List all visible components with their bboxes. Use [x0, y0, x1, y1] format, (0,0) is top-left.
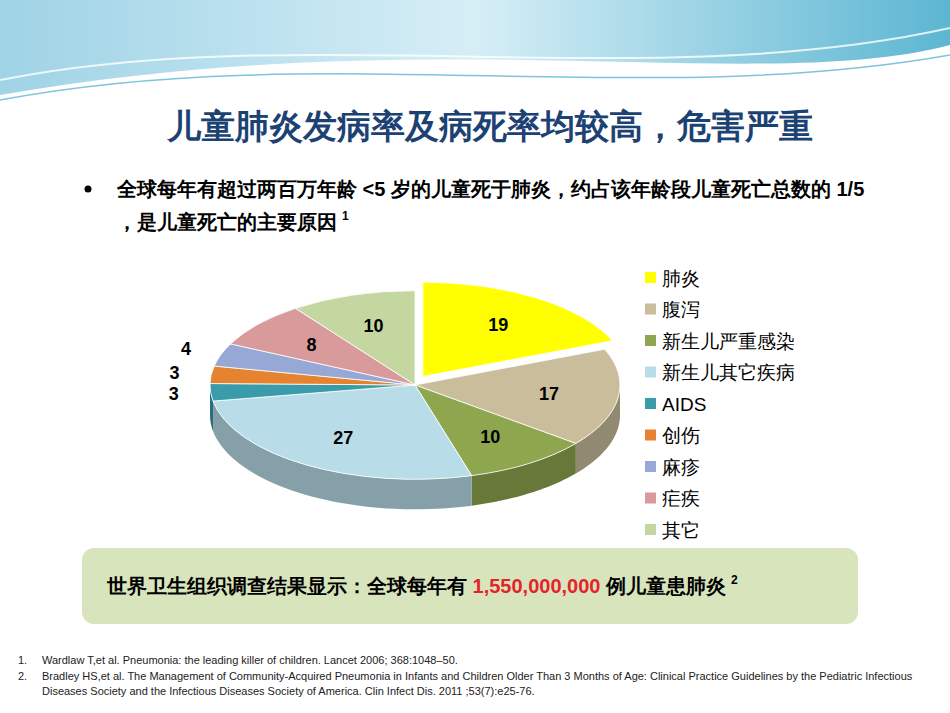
pie-slice	[296, 291, 415, 385]
legend-label: 新生儿其它疾病	[662, 362, 795, 383]
data-label: 27	[333, 428, 353, 448]
legend-label: 麻疹	[662, 457, 700, 478]
footnote-ref: 1	[342, 209, 349, 223]
slice-group	[210, 384, 415, 402]
text-line: Bradley HS,et al. The Management of Comm…	[42, 670, 913, 682]
legend-swatch	[645, 461, 656, 472]
data-label: 3	[169, 384, 179, 404]
data-label: 17	[539, 384, 559, 404]
legend-swatch	[645, 398, 656, 409]
legend-label: 疟疾	[662, 488, 700, 509]
pie-tops	[210, 282, 620, 479]
reference-text: Bradley HS,et al. The Management of Comm…	[42, 670, 913, 697]
bullet-text: 全球每年有超过两百万年龄 <5 岁的儿童死于肺炎，约占该年龄段儿童死亡总数的 1…	[116, 178, 864, 233]
legend-swatch	[645, 524, 656, 535]
note-box	[82, 548, 858, 624]
slide-title: 儿童肺炎发病率及病死率均较高，危害严重	[166, 107, 813, 145]
note-part: 世界卫生组织调查结果显示：全球每年有	[106, 575, 473, 597]
legend-swatch	[645, 430, 656, 441]
text-line: Wardlaw T,et al. Pneumonia: the leading …	[42, 654, 458, 666]
footnote-ref: 2	[731, 573, 738, 587]
legend-swatch	[645, 367, 656, 378]
data-label: 10	[364, 316, 384, 336]
data-label: 3	[170, 363, 180, 383]
data-labels: 19171027334810	[169, 315, 559, 448]
legend-label: AIDS	[662, 394, 706, 415]
legend-swatch	[645, 335, 656, 346]
text-line: ，是儿童死亡的主要原因	[117, 211, 337, 233]
pie-slice	[213, 385, 472, 479]
legend-swatch	[645, 272, 656, 283]
reference-number: 1.	[18, 654, 27, 666]
reference-number: 2.	[18, 670, 27, 682]
text-line: 全球每年有超过两百万年龄 <5 岁的儿童死于肺炎，约占该年龄段儿童死亡总数的 1…	[116, 178, 864, 200]
note-part: 例儿童患肺炎	[600, 575, 726, 597]
data-label: 10	[480, 427, 500, 447]
legend-swatch	[645, 493, 656, 504]
text-line: Diseases Society and the Infectious Dise…	[42, 685, 535, 697]
slice-group	[296, 291, 415, 385]
header-line	[0, 55, 950, 100]
legend-swatch	[645, 304, 656, 315]
legend: 肺炎腹泻新生儿严重感染新生儿其它疾病 AIDS 创伤麻疹疟疾其它	[645, 268, 795, 541]
legend-label: 其它	[662, 520, 700, 541]
bullet-dot	[85, 186, 92, 193]
legend-label: 腹泻	[662, 299, 700, 320]
header-decoration	[0, 0, 950, 100]
legend-label: 新生儿严重感染	[662, 331, 795, 352]
note-text: 世界卫生组织调查结果显示：全球每年有 1,550,000,000 例儿童患肺炎 2	[106, 573, 738, 597]
slide: 儿童肺炎发病率及病死率均较高，危害严重全球每年有超过两百万年龄 <5 岁的儿童死…	[0, 0, 950, 713]
data-label: 19	[488, 315, 508, 335]
legend-label: 创伤	[662, 425, 700, 446]
pie	[210, 282, 620, 509]
reference-text: Wardlaw T,et al. Pneumonia: the leading …	[42, 654, 458, 666]
slice-group	[213, 385, 472, 479]
data-label: 8	[306, 335, 316, 355]
note-number: 1,550,000,000	[473, 575, 601, 597]
pie-slice	[210, 384, 415, 402]
legend-label: 肺炎	[662, 268, 700, 289]
data-label: 4	[181, 339, 191, 359]
